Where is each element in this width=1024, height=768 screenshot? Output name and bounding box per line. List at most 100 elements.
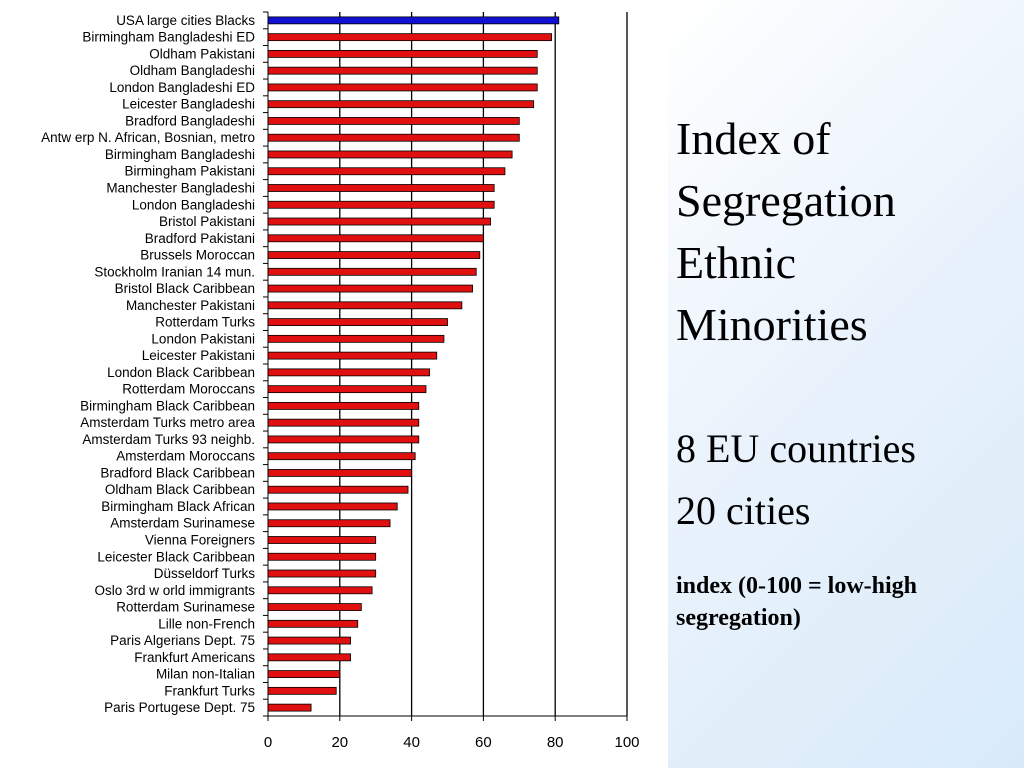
bar-12 — [267, 200, 495, 209]
bar-10 — [267, 167, 506, 176]
countries-line: 8 EU countries — [676, 426, 916, 471]
category-label-7: Bradford Bangladeshi — [125, 113, 255, 128]
bar-16 — [267, 267, 477, 276]
category-label-3: Oldham Pakistani — [149, 46, 255, 61]
title-line-3: Ethnic — [676, 237, 797, 288]
title-line-1: Index of — [676, 113, 831, 164]
category-label-19: Rotterdam Turks — [155, 315, 255, 330]
bar-26 — [267, 435, 420, 444]
category-label-16: Stockholm Iranian 14 mun. — [94, 264, 255, 279]
category-label-14: Bradford Pakistani — [145, 231, 255, 246]
x-tick-label-0: 0 — [264, 734, 272, 751]
title-line-2: Segregation — [676, 175, 896, 226]
category-label-21: Leicester Pakistani — [142, 348, 255, 363]
bar-8 — [267, 133, 520, 142]
category-label-31: Amsterdam Surinamese — [110, 516, 255, 531]
category-label-36: Rotterdam Surinamese — [116, 600, 255, 615]
category-label-34: Düsseldorf Turks — [154, 566, 256, 581]
category-label-6: Leicester Bangladeshi — [122, 97, 255, 112]
bar-31 — [267, 519, 391, 528]
bar-39 — [267, 653, 351, 662]
bar-27 — [267, 452, 416, 461]
bar-11 — [267, 184, 495, 192]
x-tick-label-20: 20 — [331, 734, 348, 751]
bar-38 — [267, 636, 351, 645]
bar-2 — [267, 33, 553, 42]
bar-32 — [267, 536, 377, 544]
bar-29 — [267, 485, 409, 494]
category-label-41: Frankfurt Turks — [164, 683, 255, 698]
bar-14 — [267, 234, 484, 243]
category-label-12: London Bangladeshi — [132, 197, 255, 212]
bar-19 — [267, 318, 448, 326]
bar-9 — [267, 150, 513, 159]
bar-15 — [267, 251, 481, 259]
category-label-42: Paris Portugese Dept. 75 — [104, 700, 255, 715]
side-panel — [668, 0, 1024, 768]
category-label-8: Antw erp N. African, Bosnian, metro — [41, 130, 255, 145]
category-label-33: Leicester Black Caribbean — [97, 549, 255, 564]
category-label-40: Milan non-Italian — [156, 667, 255, 682]
bar-41 — [267, 686, 337, 695]
bar-20 — [267, 334, 445, 343]
bar-18 — [267, 301, 463, 310]
category-label-18: Manchester Pakistani — [126, 298, 255, 313]
index-note-line-2: segregation) — [676, 605, 801, 631]
cities-line: 20 cities — [676, 488, 811, 533]
category-label-24: Birmingham Black Caribbean — [80, 398, 255, 413]
bar-34 — [267, 569, 377, 578]
category-label-22: London Black Caribbean — [107, 365, 255, 380]
category-label-20: London Pakistani — [151, 331, 255, 346]
bar-25 — [267, 418, 420, 427]
category-label-30: Birmingham Black African — [101, 499, 255, 514]
category-label-10: Birmingham Pakistani — [124, 164, 255, 179]
category-label-11: Manchester Bangladeshi — [106, 181, 255, 196]
title-line-4: Minorities — [676, 299, 868, 350]
bar-33 — [267, 552, 377, 561]
x-tick-label-100: 100 — [614, 734, 639, 751]
bar-4 — [267, 66, 538, 75]
bar-28 — [267, 469, 413, 477]
category-label-38: Paris Algerians Dept. 75 — [110, 633, 255, 648]
category-label-1: USA large cities Blacks — [116, 13, 255, 28]
bar-23 — [267, 385, 427, 394]
bar-5 — [267, 83, 538, 92]
category-label-9: Birmingham Bangladeshi — [105, 147, 255, 162]
bar-30 — [267, 502, 398, 511]
category-label-28: Bradford Black Caribbean — [100, 465, 255, 480]
bar-13 — [267, 217, 491, 226]
category-label-39: Frankfurt Americans — [134, 650, 255, 665]
category-label-4: Oldham Bangladeshi — [130, 63, 255, 78]
bar-7 — [267, 117, 520, 125]
bar-36 — [267, 603, 362, 611]
category-label-13: Bristol Pakistani — [159, 214, 255, 229]
category-label-32: Vienna Foreigners — [145, 533, 255, 548]
x-tick-label-40: 40 — [403, 734, 420, 751]
bar-17 — [267, 284, 474, 293]
bar-21 — [267, 351, 438, 360]
bar-40 — [267, 670, 341, 678]
category-label-26: Amsterdam Turks 93 neighb. — [82, 432, 255, 447]
category-label-5: London Bangladeshi ED — [109, 80, 255, 95]
x-tick-label-80: 80 — [547, 734, 564, 751]
category-label-23: Rotterdam Moroccans — [122, 382, 255, 397]
bar-24 — [267, 402, 420, 410]
x-tick-label-60: 60 — [475, 734, 492, 751]
category-label-15: Brussels Moroccan — [140, 248, 255, 263]
category-label-29: Oldham Black Caribbean — [105, 482, 255, 497]
category-label-25: Amsterdam Turks metro area — [80, 415, 255, 430]
title-block: Index of Segregation Ethnic Minorities 8… — [676, 108, 1016, 634]
category-label-37: Lille non-French — [158, 616, 255, 631]
bar-1 — [267, 16, 560, 25]
chart-panel: 0 20 40 60 80 100 USA large cities Blacks Birmi… — [41, 11, 640, 751]
bar-42 — [267, 703, 312, 712]
category-label-35: Oslo 3rd w orld immigrants — [94, 583, 255, 598]
bar-3 — [267, 50, 538, 58]
bar-37 — [267, 619, 359, 628]
bar-6 — [267, 100, 535, 109]
index-note-line-1: index (0-100 = low-high — [676, 573, 918, 599]
category-label-2: Birmingham Bangladeshi ED — [82, 30, 255, 45]
bar-35 — [267, 586, 373, 595]
category-label-17: Bristol Black Caribbean — [115, 281, 255, 296]
bar-22 — [267, 368, 430, 377]
